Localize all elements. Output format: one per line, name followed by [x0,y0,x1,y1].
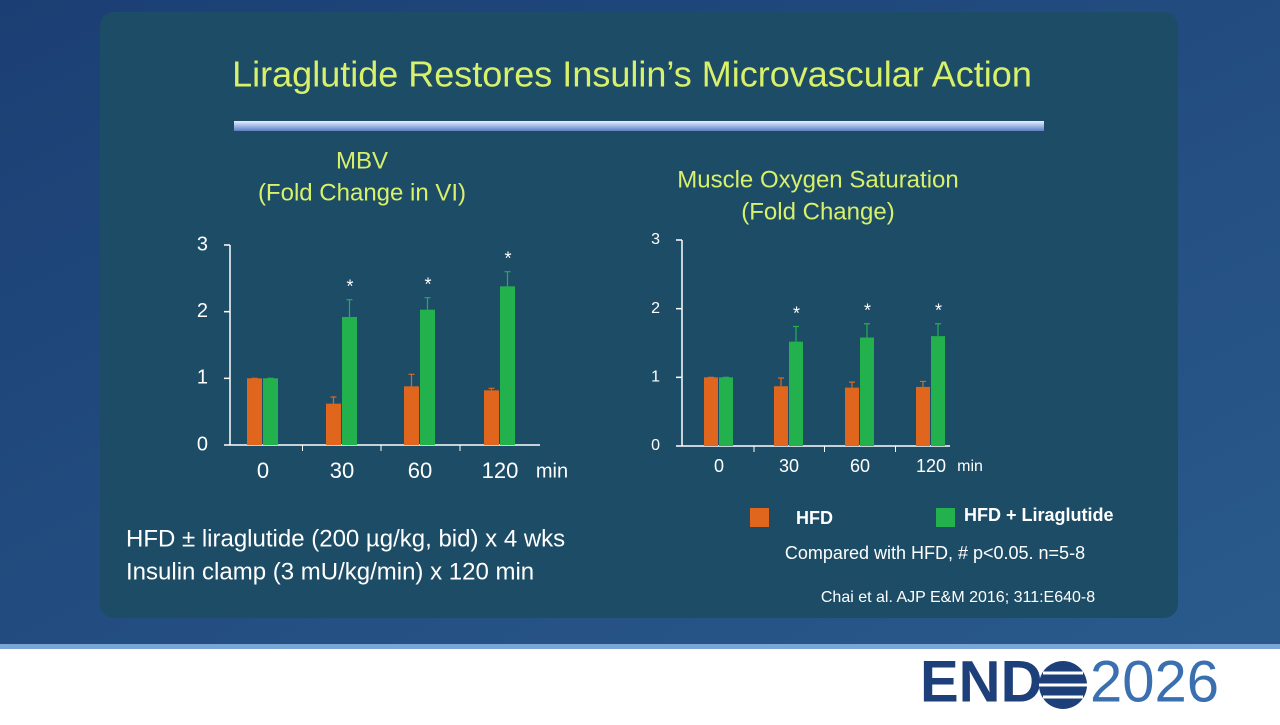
y-tick-label: 1 [197,367,208,389]
x-tick-label: 0 [257,458,269,483]
x-unit: min [536,460,568,482]
note: Insulin clamp (3 mU/kg/min) x 120 min [126,558,534,585]
y-tick-label: 2 [197,300,208,322]
bar [263,378,278,445]
bar [404,386,419,445]
bar [860,337,874,446]
legend-note: Compared with HFD, # p<0.05. n=5-8 [785,543,1085,563]
y-tick-label: 3 [651,231,660,248]
significance-mark: * [864,301,871,321]
bar [719,377,733,446]
y-tick-label: 0 [651,437,660,454]
chart-subtitle: (Fold Change) [741,198,894,225]
y-tick-label: 0 [197,433,208,455]
slide-title: Liraglutide Restores Insulin’s Microvasc… [232,54,1032,95]
x-tick-label: 60 [408,458,432,483]
significance-mark: * [793,303,800,323]
footer-band [0,645,1280,720]
bar [247,378,262,445]
error-bar [408,373,415,387]
legend-label: HFD + Liraglutide [964,505,1114,525]
bar [931,336,945,446]
error-bar [488,387,495,391]
legend-swatch [936,508,955,527]
footer-line [0,644,1280,649]
x-tick-label: 0 [714,456,724,476]
bar [484,390,499,445]
x-unit: min [957,458,983,475]
error-bar [504,271,511,287]
logo-brand: END [920,649,1042,714]
logo-globe-lines [1039,671,1087,699]
error-bar [346,299,353,317]
x-tick-label: 30 [779,456,799,476]
bar [916,386,930,446]
bar [500,286,515,445]
error-bar [793,325,799,342]
bar [789,341,803,446]
bar [774,386,788,446]
error-bar [935,323,941,337]
y-tick-label: 2 [651,300,660,317]
significance-mark: * [424,274,431,294]
note: HFD ± liraglutide (200 µg/kg, bid) x 4 w… [126,525,565,552]
error-bar [778,377,784,387]
y-tick-label: 3 [197,233,208,255]
chart-subtitle: (Fold Change in VI) [258,179,466,206]
error-bar [920,380,926,387]
bar [326,403,341,445]
error-bar [424,297,431,310]
legend-swatch [750,508,769,527]
error-bar [330,396,337,404]
significance-mark: * [504,248,511,268]
bar [845,387,859,446]
x-tick-label: 60 [850,456,870,476]
legend-label: HFD [796,508,833,528]
citation: Chai et al. AJP E&M 2016; 311:E640-8 [821,589,1095,606]
bar [704,377,718,446]
bar [420,309,435,445]
x-tick-label: 120 [916,456,946,476]
y-tick-label: 1 [651,369,660,386]
error-bar [849,381,855,388]
significance-mark: * [935,301,942,321]
significance-mark: * [346,276,353,296]
x-tick-label: 30 [330,458,354,483]
bar [342,317,357,445]
error-bar [864,323,870,338]
chart-title: Muscle Oxygen Saturation [677,166,958,193]
x-tick-label: 120 [482,458,519,483]
title-rule [234,121,1044,131]
panel [100,12,1178,618]
chart-title: MBV [336,147,388,174]
logo-year: 2026 [1090,649,1219,714]
